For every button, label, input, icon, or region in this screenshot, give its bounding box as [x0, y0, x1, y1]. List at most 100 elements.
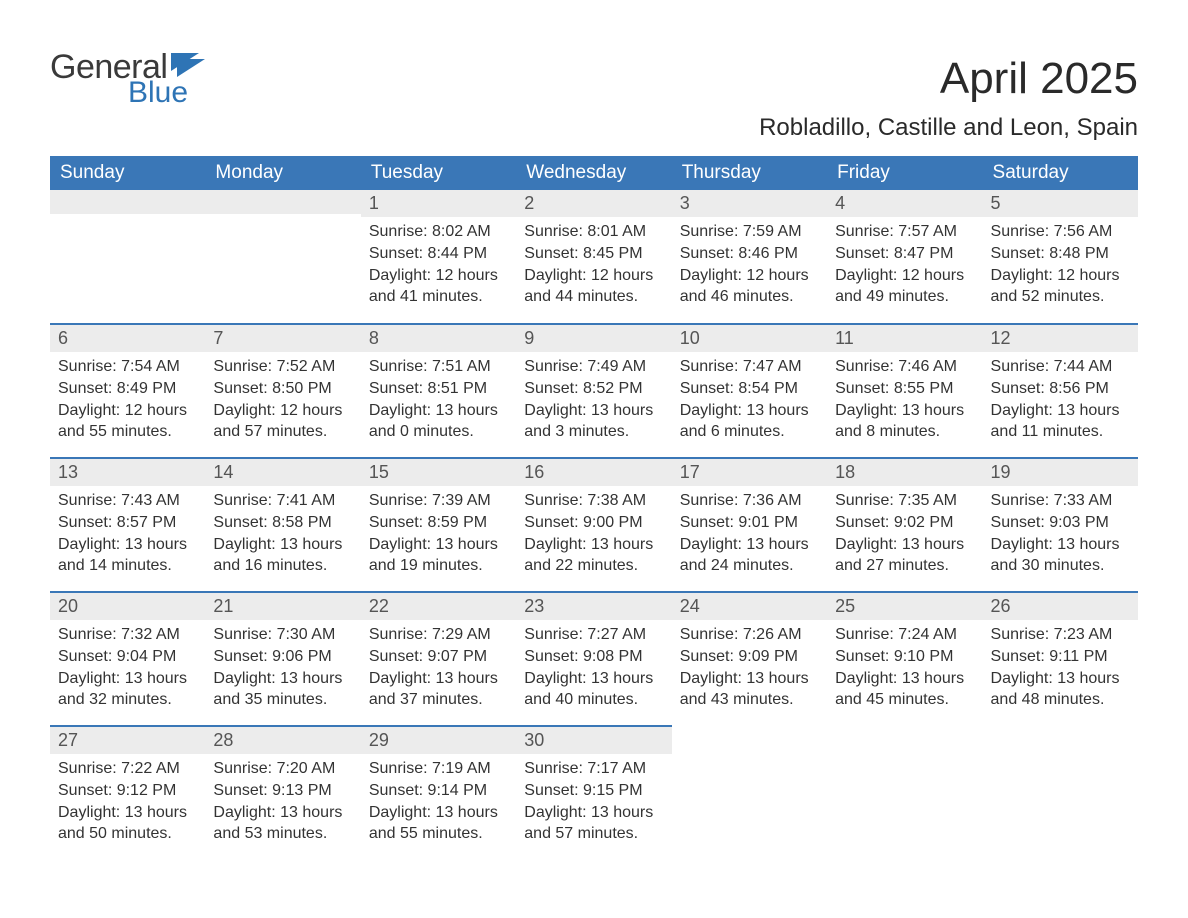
sunrise-line: Sunrise: 7:32 AM: [58, 624, 197, 646]
sunset-line: Sunset: 8:54 PM: [680, 378, 819, 400]
sunset-value: 8:55 PM: [894, 380, 954, 397]
calendar-day-cell: 10Sunrise: 7:47 AMSunset: 8:54 PMDayligh…: [672, 324, 827, 458]
day-details: Sunrise: 8:01 AMSunset: 8:45 PMDaylight:…: [516, 217, 671, 315]
sunset-label: Sunset:: [835, 648, 894, 665]
sunset-label: Sunset:: [524, 245, 583, 262]
day-number: 9: [516, 325, 671, 352]
sunset-label: Sunset:: [213, 648, 272, 665]
sunrise-label: Sunrise:: [991, 626, 1054, 643]
sunset-value: 9:15 PM: [583, 782, 643, 799]
day-number: 25: [827, 593, 982, 620]
sunrise-line: Sunrise: 8:02 AM: [369, 221, 508, 243]
brand-logo: General Blue: [50, 50, 205, 108]
sunrise-value: 7:22 AM: [121, 760, 180, 777]
day-details: Sunrise: 7:46 AMSunset: 8:55 PMDaylight:…: [827, 352, 982, 450]
sunset-label: Sunset:: [680, 245, 739, 262]
sunset-line: Sunset: 9:14 PM: [369, 780, 508, 802]
day-number: 1: [361, 190, 516, 217]
calendar-day-cell: [50, 190, 205, 324]
sunset-line: Sunset: 8:47 PM: [835, 243, 974, 265]
sunrise-line: Sunrise: 7:47 AM: [680, 356, 819, 378]
daylight-line: Daylight: 13 hours and 24 minutes.: [680, 534, 819, 577]
daylight-label: Daylight:: [369, 670, 436, 687]
sunset-label: Sunset:: [835, 514, 894, 531]
daylight-label: Daylight:: [524, 267, 591, 284]
day-details: Sunrise: 7:47 AMSunset: 8:54 PMDaylight:…: [672, 352, 827, 450]
calendar-day-cell: 6Sunrise: 7:54 AMSunset: 8:49 PMDaylight…: [50, 324, 205, 458]
daylight-label: Daylight:: [213, 670, 280, 687]
sunrise-line: Sunrise: 7:49 AM: [524, 356, 663, 378]
sunset-value: 8:49 PM: [117, 380, 177, 397]
daylight-label: Daylight:: [835, 267, 902, 284]
daylight-label: Daylight:: [680, 670, 747, 687]
day-details: Sunrise: 7:56 AMSunset: 8:48 PMDaylight:…: [983, 217, 1138, 315]
day-number: [50, 190, 205, 214]
day-details: Sunrise: 7:22 AMSunset: 9:12 PMDaylight:…: [50, 754, 205, 852]
page-title: April 2025: [940, 54, 1138, 104]
daylight-line: Daylight: 13 hours and 43 minutes.: [680, 668, 819, 711]
sunrise-line: Sunrise: 7:24 AM: [835, 624, 974, 646]
day-number: 7: [205, 325, 360, 352]
sunrise-value: 7:24 AM: [898, 626, 957, 643]
sunset-label: Sunset:: [835, 245, 894, 262]
sunrise-label: Sunrise:: [524, 760, 587, 777]
sunrise-label: Sunrise:: [58, 358, 121, 375]
sunrise-line: Sunrise: 7:44 AM: [991, 356, 1130, 378]
weekday-header: Thursday: [672, 156, 827, 190]
calendar-day-cell: 15Sunrise: 7:39 AMSunset: 8:59 PMDayligh…: [361, 458, 516, 592]
daylight-line: Daylight: 13 hours and 19 minutes.: [369, 534, 508, 577]
sunrise-label: Sunrise:: [369, 760, 432, 777]
sunset-line: Sunset: 8:46 PM: [680, 243, 819, 265]
sunset-value: 9:03 PM: [1049, 514, 1109, 531]
daylight-label: Daylight:: [213, 402, 280, 419]
sunset-value: 9:01 PM: [738, 514, 798, 531]
sunset-label: Sunset:: [58, 380, 117, 397]
calendar-day-cell: 25Sunrise: 7:24 AMSunset: 9:10 PMDayligh…: [827, 592, 982, 726]
day-number: [672, 726, 827, 750]
sunrise-line: Sunrise: 7:33 AM: [991, 490, 1130, 512]
calendar-day-cell: [983, 726, 1138, 860]
calendar-day-cell: 21Sunrise: 7:30 AMSunset: 9:06 PMDayligh…: [205, 592, 360, 726]
day-details: Sunrise: 7:54 AMSunset: 8:49 PMDaylight:…: [50, 352, 205, 450]
sunset-value: 9:12 PM: [117, 782, 177, 799]
sunrise-value: 7:35 AM: [898, 492, 957, 509]
calendar-day-cell: 2Sunrise: 8:01 AMSunset: 8:45 PMDaylight…: [516, 190, 671, 324]
sunset-value: 8:59 PM: [428, 514, 488, 531]
day-details: Sunrise: 7:36 AMSunset: 9:01 PMDaylight:…: [672, 486, 827, 584]
daylight-line: Daylight: 13 hours and 40 minutes.: [524, 668, 663, 711]
daylight-line: Daylight: 13 hours and 3 minutes.: [524, 400, 663, 443]
daylight-label: Daylight:: [680, 267, 747, 284]
calendar-day-cell: 26Sunrise: 7:23 AMSunset: 9:11 PMDayligh…: [983, 592, 1138, 726]
sunset-value: 8:47 PM: [894, 245, 954, 262]
sunset-value: 9:09 PM: [738, 648, 798, 665]
sunset-label: Sunset:: [524, 380, 583, 397]
calendar-body: 1Sunrise: 8:02 AMSunset: 8:44 PMDaylight…: [50, 190, 1138, 860]
daylight-line: Daylight: 13 hours and 35 minutes.: [213, 668, 352, 711]
sunrise-value: 7:26 AM: [743, 626, 802, 643]
sunset-line: Sunset: 8:50 PM: [213, 378, 352, 400]
sunset-label: Sunset:: [524, 514, 583, 531]
sunset-label: Sunset:: [213, 514, 272, 531]
daylight-line: Daylight: 13 hours and 8 minutes.: [835, 400, 974, 443]
sunrise-label: Sunrise:: [369, 223, 432, 240]
day-number: 28: [205, 727, 360, 754]
daylight-line: Daylight: 13 hours and 53 minutes.: [213, 802, 352, 845]
sunset-value: 9:14 PM: [428, 782, 488, 799]
calendar-day-cell: 9Sunrise: 7:49 AMSunset: 8:52 PMDaylight…: [516, 324, 671, 458]
daylight-line: Daylight: 12 hours and 52 minutes.: [991, 265, 1130, 308]
day-details: Sunrise: 7:52 AMSunset: 8:50 PMDaylight:…: [205, 352, 360, 450]
sunset-line: Sunset: 9:10 PM: [835, 646, 974, 668]
sunset-line: Sunset: 9:13 PM: [213, 780, 352, 802]
sunset-line: Sunset: 8:56 PM: [991, 378, 1130, 400]
sunrise-value: 7:33 AM: [1054, 492, 1113, 509]
day-details: Sunrise: 7:35 AMSunset: 9:02 PMDaylight:…: [827, 486, 982, 584]
day-details: Sunrise: 7:30 AMSunset: 9:06 PMDaylight:…: [205, 620, 360, 718]
sunrise-line: Sunrise: 7:23 AM: [991, 624, 1130, 646]
day-details: Sunrise: 7:43 AMSunset: 8:57 PMDaylight:…: [50, 486, 205, 584]
sunset-value: 8:50 PM: [272, 380, 332, 397]
daylight-line: Daylight: 12 hours and 44 minutes.: [524, 265, 663, 308]
weekday-header: Sunday: [50, 156, 205, 190]
sunset-line: Sunset: 9:11 PM: [991, 646, 1130, 668]
daylight-line: Daylight: 12 hours and 41 minutes.: [369, 265, 508, 308]
daylight-line: Daylight: 12 hours and 49 minutes.: [835, 265, 974, 308]
